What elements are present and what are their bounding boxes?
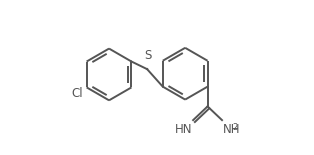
Text: HN: HN — [175, 123, 192, 136]
Text: 2: 2 — [232, 124, 237, 133]
Text: Cl: Cl — [71, 87, 83, 100]
Text: S: S — [144, 49, 152, 62]
Text: NH: NH — [223, 123, 240, 136]
